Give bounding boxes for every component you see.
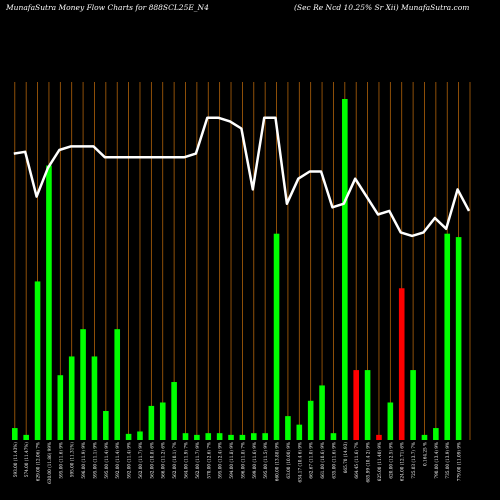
bar-up (68, 356, 75, 440)
bar-down (376, 434, 382, 440)
x-tick-label: 562.00 (10.8) 6% (149, 442, 154, 479)
x-tick-label: 625.00 (11.40) 9% (377, 442, 382, 481)
bars-group (12, 99, 462, 440)
x-tick-label: 592.00 (11.4) 9% (127, 442, 132, 479)
x-tick-label: 592.00 (11.4) 9% (115, 442, 120, 479)
bar-up (433, 428, 439, 440)
x-tick-label: 664.45 (11.6) 7% (354, 442, 359, 479)
x-tick-label: 596.00 (11.9) 9% (81, 442, 86, 479)
x-tick-label: 0.164.25 % (422, 442, 427, 466)
x-tick-label: 595.00 (11.1) 9% (92, 442, 97, 479)
bar-up (250, 433, 257, 440)
bar-up (285, 416, 291, 440)
x-tick-label: 634.17 (10.4 6) 9% (297, 442, 302, 483)
x-tick-label: 790.00 (13.4) 9% (434, 442, 439, 479)
bar-up (46, 165, 52, 440)
bar-up (12, 428, 18, 440)
bar-up (171, 382, 177, 440)
bar-up (114, 329, 121, 440)
x-tick-label: 574.00 (11.47%) (24, 442, 29, 478)
bar-up (23, 434, 29, 440)
bar-up (194, 434, 200, 440)
bar-up (444, 233, 451, 440)
bar-up (159, 402, 166, 440)
x-tick-label: 595.00 (11.31%) (70, 442, 75, 478)
bar-up (364, 370, 371, 440)
bar-down (353, 370, 359, 440)
bar-up (262, 433, 268, 440)
x-tick-label: 629.00 (12.06) 7% (36, 442, 41, 481)
x-tick-label: 594.00 (11.8) 9% (229, 442, 234, 479)
x-tick-label: 566.00 (11.2) 6% (161, 442, 166, 479)
x-tick-label: 595.00 (11.4) 9% (104, 442, 109, 479)
x-labels-group: 593.00 (11.43%) 574.00 (11.47%) 629.00 (12… (13, 442, 462, 484)
bar-up (137, 431, 143, 440)
bar-up (125, 433, 132, 440)
bar-up (103, 411, 109, 440)
x-tick-label: 661.00 (10.6) 9% (320, 442, 325, 479)
x-tick-label: 624.00 (12.71) 6% (400, 442, 405, 481)
bar-up (205, 433, 212, 440)
x-tick-label: 562.00 (11.7) 9% (138, 442, 143, 479)
bar-up (342, 99, 348, 440)
x-tick-label: 662.67 (11.0) 9% (309, 442, 314, 479)
x-tick-label: 63.00 (10.00) 9% (286, 442, 291, 479)
bar-up (319, 385, 325, 440)
x-tick-label: 660.00 (13.88) 9% (275, 442, 280, 481)
x-tick-label: 665.70 (14.93) (343, 442, 348, 474)
bar-up (387, 402, 394, 440)
money-flow-line (13, 116, 471, 238)
bar-up (57, 375, 64, 440)
bar-up (91, 356, 98, 440)
bar-up (410, 370, 416, 440)
bar-up (296, 424, 303, 440)
x-tick-label: 779.00 (11.09) 9% (457, 442, 462, 481)
x-tick-label: 735.00 (13.9) 9% (445, 442, 450, 479)
bar-up (216, 433, 223, 440)
bar-up (239, 434, 246, 440)
bar-down (398, 288, 405, 440)
bar-up (34, 281, 41, 440)
chart-title-right: (Sec Re Ncd 10.25% Sr Xii) MunafaSutra.c… (294, 3, 470, 12)
bar-up (80, 329, 86, 440)
chart-title-left: MunafaSutra Money Flow Charts for 888SCL… (6, 3, 209, 12)
bar-up (228, 434, 234, 440)
bar-up (421, 434, 428, 440)
bar-up (273, 233, 280, 440)
x-tick-label: 595.00 (11.6) 9% (58, 442, 63, 479)
x-tick-label: 562.00 (11.7) 9% (195, 442, 200, 479)
x-tick-label: 599.00 (11.6) 9% (252, 442, 257, 479)
x-tick-label: 595.00 (12.4) 9% (218, 442, 223, 479)
bar-up (455, 237, 462, 440)
x-tick-label: 630.00 (11.86) 99% (47, 442, 52, 484)
x-tick-label: 596.00 (11.8) 7% (240, 442, 245, 479)
bar-up (182, 433, 189, 440)
bar-up (148, 405, 155, 440)
x-tick-label: 635.00 (11.6) 9% (331, 442, 336, 479)
x-tick-label: 593.00 (11.43%) (13, 442, 18, 478)
x-tick-label: 685.99 (10.4 2) 9% (366, 442, 371, 483)
x-tick-label: 570.00 (12.6) 7% (206, 442, 211, 479)
x-tick-label: 620.00 (12.5) 9% (388, 442, 393, 479)
x-tick-label: 564.00 (11.9) 7% (184, 442, 189, 479)
x-tick-label: 595.00 (11.5) 9% (263, 442, 268, 479)
bar-up (330, 433, 337, 440)
bar-up (307, 400, 314, 440)
x-tick-label: 725.03 (13.7) 7% (411, 442, 416, 479)
x-tick-label: 562.00 (10.1) 7% (172, 442, 177, 479)
